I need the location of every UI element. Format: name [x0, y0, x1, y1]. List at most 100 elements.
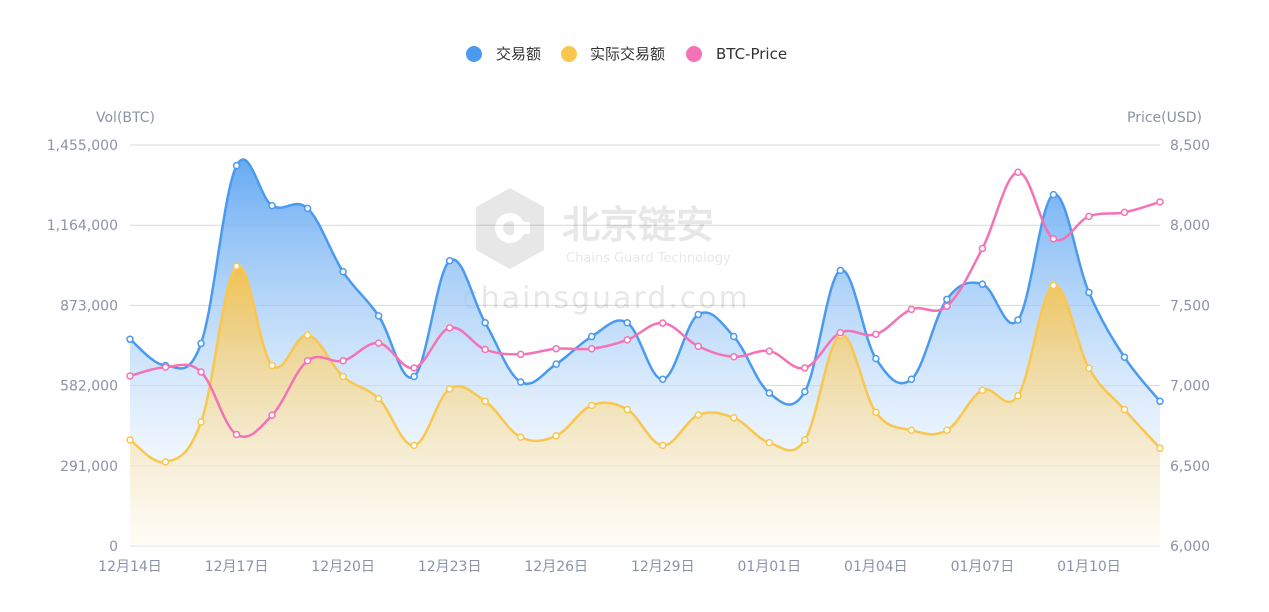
data-point-volume[interactable]	[659, 375, 667, 384]
x-tick-labels: 12月14日 12月17日 12月20日 12月23日 12月26日 12月29日 01月0…	[98, 559, 1121, 575]
data-point-volume[interactable]	[197, 339, 205, 348]
data-point-volume[interactable]	[232, 161, 241, 170]
data-point-price[interactable]	[1049, 235, 1058, 243]
data-point-price[interactable]	[1014, 168, 1022, 177]
data-point-price[interactable]	[836, 328, 845, 337]
data-point-volume[interactable]	[339, 268, 347, 276]
data-point-actual[interactable]	[552, 432, 560, 440]
data-point-price[interactable]	[339, 356, 347, 365]
data-point-volume[interactable]	[1120, 353, 1129, 361]
data-point-actual[interactable]	[872, 408, 880, 417]
data-point-actual[interactable]	[232, 262, 241, 271]
data-point-actual[interactable]	[623, 405, 631, 414]
data-point-volume[interactable]	[303, 204, 312, 213]
data-point-price[interactable]	[126, 372, 134, 380]
x-tick-label: 01月10日	[1057, 559, 1121, 575]
data-point-volume[interactable]	[445, 257, 454, 265]
data-point-actual[interactable]	[907, 426, 916, 434]
data-point-actual[interactable]	[1120, 405, 1129, 414]
data-point-price[interactable]	[765, 347, 774, 355]
series-area-actual	[130, 265, 1160, 546]
data-point-price[interactable]	[694, 342, 703, 351]
data-point-actual[interactable]	[659, 441, 667, 450]
legend-item-price[interactable]: BTC-Price	[686, 45, 787, 63]
data-point-volume[interactable]	[872, 354, 880, 363]
legend-marker-price	[686, 46, 702, 62]
data-point-volume[interactable]	[836, 266, 845, 275]
data-point-volume[interactable]	[268, 201, 276, 210]
data-point-price[interactable]	[552, 344, 560, 353]
data-point-actual[interactable]	[1085, 364, 1093, 372]
data-point-volume[interactable]	[1014, 316, 1022, 324]
data-point-price[interactable]	[481, 345, 489, 354]
data-point-price[interactable]	[978, 244, 987, 253]
data-point-actual[interactable]	[410, 441, 418, 450]
data-point-actual[interactable]	[730, 414, 738, 422]
legend-marker-actual	[561, 46, 577, 62]
data-point-volume[interactable]	[765, 389, 774, 397]
data-point-actual[interactable]	[516, 433, 525, 441]
series-areas	[130, 159, 1160, 547]
data-point-price[interactable]	[623, 336, 631, 344]
data-point-price[interactable]	[907, 305, 916, 314]
data-point-price[interactable]	[516, 350, 525, 359]
data-point-actual[interactable]	[694, 411, 703, 419]
data-point-price[interactable]	[232, 430, 241, 439]
data-point-actual[interactable]	[161, 458, 170, 466]
data-point-volume[interactable]	[374, 312, 383, 320]
data-point-volume[interactable]	[552, 360, 560, 368]
data-point-actual[interactable]	[765, 438, 774, 447]
data-point-price[interactable]	[445, 324, 454, 332]
data-point-price[interactable]	[1120, 208, 1129, 217]
data-point-volume[interactable]	[1156, 397, 1164, 406]
data-point-actual[interactable]	[303, 331, 312, 339]
y-right-tick-label: 7,000	[1170, 379, 1210, 395]
data-point-volume[interactable]	[126, 335, 134, 344]
data-point-price[interactable]	[197, 368, 205, 376]
data-point-volume[interactable]	[1049, 190, 1058, 199]
data-point-actual[interactable]	[1014, 392, 1022, 400]
data-point-price[interactable]	[268, 411, 276, 420]
data-point-volume[interactable]	[907, 375, 916, 384]
data-point-price[interactable]	[587, 344, 596, 353]
data-point-volume[interactable]	[978, 280, 987, 288]
data-point-volume[interactable]	[410, 372, 418, 381]
data-point-actual[interactable]	[268, 361, 276, 370]
data-point-actual[interactable]	[1156, 444, 1164, 452]
watermark-subtitle: Chains Guard Technology	[566, 251, 731, 266]
data-point-volume[interactable]	[1085, 288, 1093, 297]
data-point-price[interactable]	[303, 356, 312, 365]
data-point-price[interactable]	[1156, 198, 1164, 206]
data-point-price[interactable]	[872, 330, 880, 339]
data-point-volume[interactable]	[516, 378, 525, 386]
data-point-volume[interactable]	[943, 295, 951, 304]
data-point-actual[interactable]	[197, 418, 205, 426]
data-point-actual[interactable]	[801, 436, 809, 444]
data-point-volume[interactable]	[730, 332, 738, 341]
data-point-actual[interactable]	[481, 397, 489, 406]
data-point-volume[interactable]	[587, 332, 596, 341]
data-point-actual[interactable]	[339, 372, 347, 381]
data-point-price[interactable]	[659, 319, 667, 327]
legend-item-actual[interactable]: 实际交易额	[561, 45, 665, 63]
data-point-price[interactable]	[730, 352, 738, 361]
data-point-actual[interactable]	[587, 401, 596, 410]
legend[interactable]: 交易额 实际交易额 BTC-Price	[466, 45, 787, 63]
data-point-actual[interactable]	[374, 394, 383, 403]
data-point-price[interactable]	[943, 302, 951, 310]
data-point-volume[interactable]	[801, 387, 809, 396]
data-point-volume[interactable]	[623, 319, 631, 327]
data-point-price[interactable]	[410, 364, 418, 372]
data-point-price[interactable]	[161, 363, 170, 371]
data-point-volume[interactable]	[481, 319, 489, 327]
data-point-actual[interactable]	[445, 385, 454, 393]
data-point-actual[interactable]	[126, 436, 134, 444]
data-point-price[interactable]	[1085, 212, 1093, 221]
legend-item-volume[interactable]: 交易额	[466, 45, 541, 63]
data-point-actual[interactable]	[978, 386, 987, 395]
data-point-actual[interactable]	[943, 426, 951, 434]
data-point-actual[interactable]	[1049, 281, 1058, 290]
data-point-volume[interactable]	[694, 310, 703, 319]
data-point-price[interactable]	[801, 364, 809, 372]
data-point-price[interactable]	[374, 339, 383, 347]
